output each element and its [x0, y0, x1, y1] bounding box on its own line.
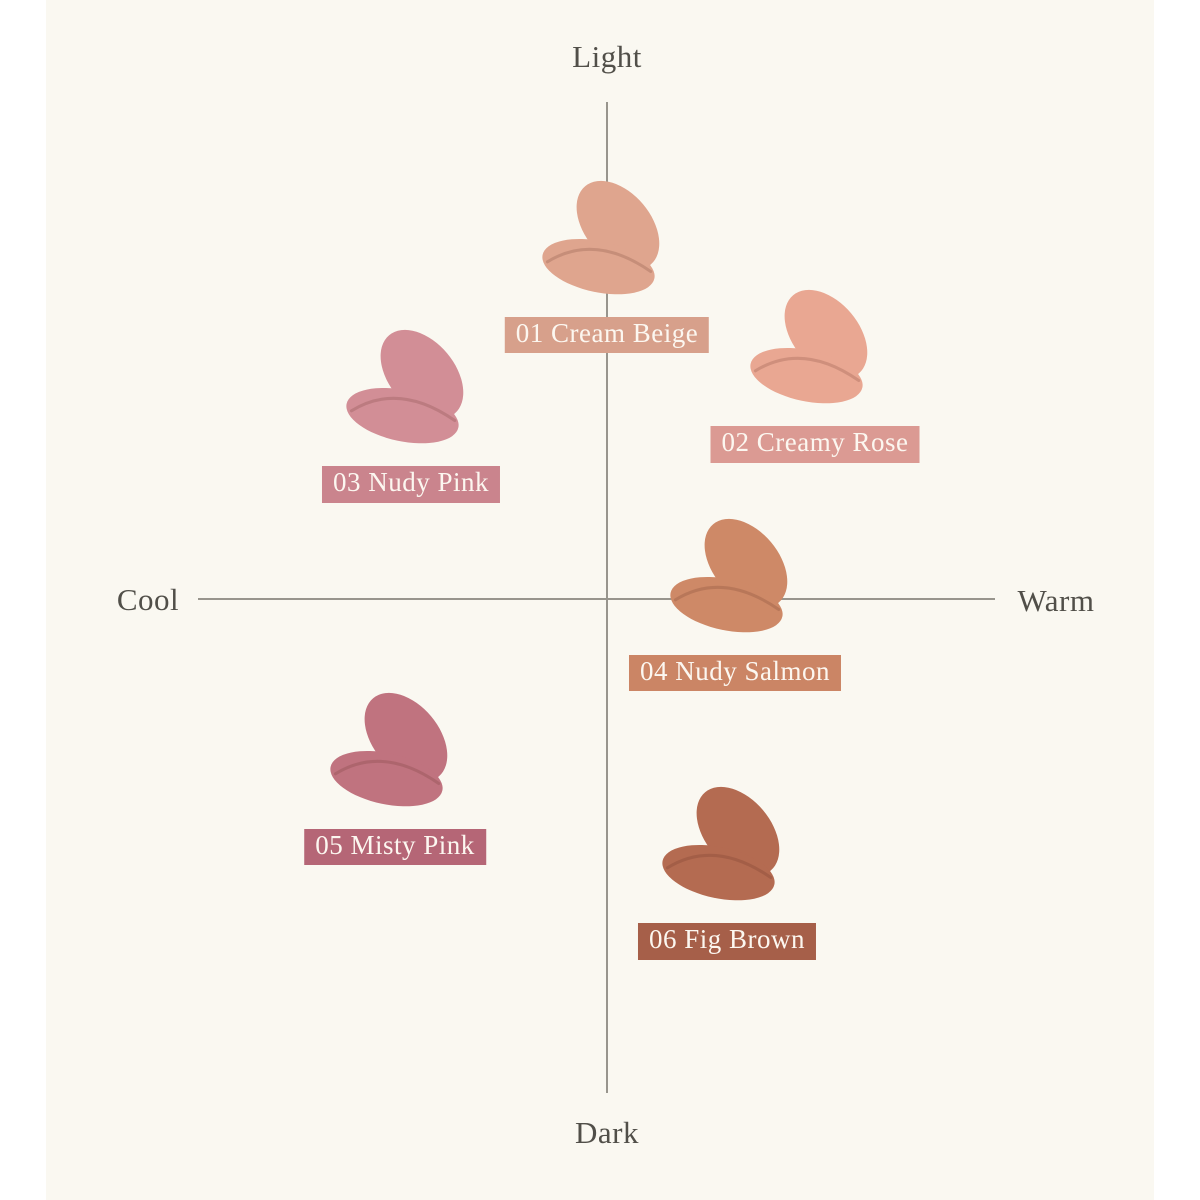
axis-label-warm: Warm: [1017, 583, 1095, 618]
shade-label-03-nudy-pink: 03 Nudy Pink: [321, 466, 501, 503]
shade-label-06-fig-brown: 06 Fig Brown: [637, 923, 817, 960]
warmth-axis-line: [198, 598, 995, 600]
shade-label-01-cream-beige: 01 Cream Beige: [504, 317, 710, 354]
swatch-smear-02-creamy-rose: [750, 290, 868, 404]
swatch-smear-06-fig-brown: [662, 787, 780, 901]
axis-label-cool: Cool: [116, 582, 180, 617]
swatch-smear-03-nudy-pink: [346, 330, 464, 444]
shade-label-02-creamy-rose: 02 Creamy Rose: [710, 426, 920, 463]
shade-label-04-nudy-salmon: 04 Nudy Salmon: [628, 655, 842, 692]
lightness-axis-line: [606, 102, 608, 1093]
shade-label-05-misty-pink: 05 Misty Pink: [304, 829, 486, 866]
axis-label-dark: Dark: [575, 1115, 639, 1150]
swatch-smear-04-nudy-salmon: [670, 518, 788, 633]
swatch-smear-01-cream-beige: [542, 181, 660, 295]
axis-label-light: Light: [572, 39, 642, 74]
swatch-smear-05-misty-pink: [330, 692, 448, 807]
